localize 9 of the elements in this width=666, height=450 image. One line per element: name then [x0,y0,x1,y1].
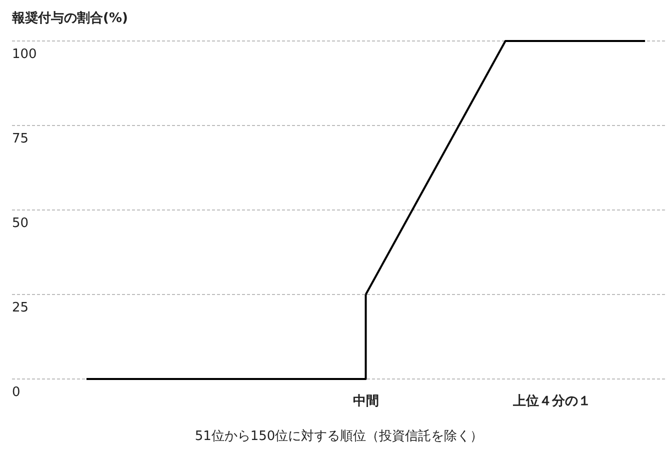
y-tick-label: 100 [12,47,37,62]
chart-title: 報奨付与の割合(%) [11,10,128,26]
y-tick-label: 75 [12,132,29,146]
x-tick-label: 上位４分の１ [512,394,591,409]
x-axis-title: 51位から150位に対する順位（投資信託を除く） [194,428,484,444]
y-tick-label: 50 [12,216,29,231]
y-tick-label: 0 [12,385,20,400]
y-tick-label: 25 [12,300,29,316]
x-tick-label: 中間 [352,394,379,409]
